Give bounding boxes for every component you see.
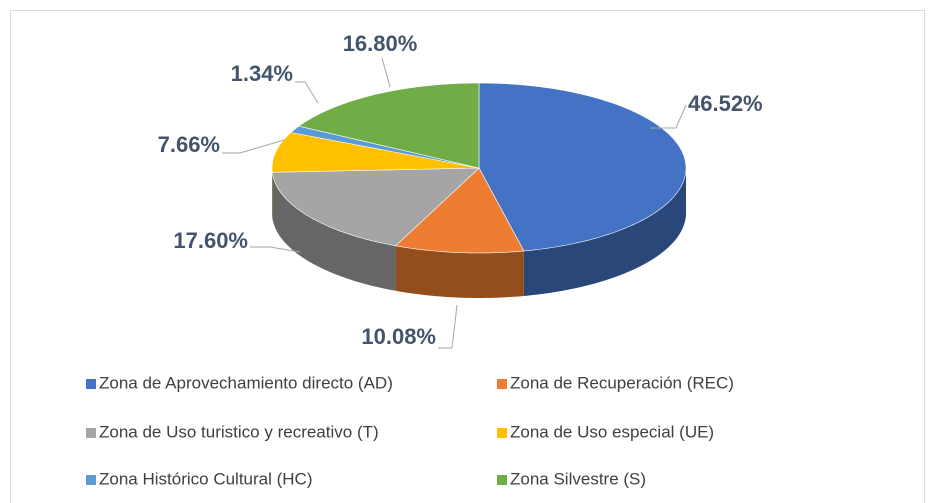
pie-slice-side bbox=[523, 168, 686, 296]
legend-swatch bbox=[497, 475, 507, 485]
legend-swatch bbox=[497, 428, 507, 438]
legend-label: Zona Histórico Cultural (HC) bbox=[99, 469, 313, 488]
legend-swatch bbox=[86, 428, 96, 438]
leader-line bbox=[222, 139, 285, 154]
value-label: 7.66% bbox=[158, 132, 220, 157]
leader-line bbox=[381, 57, 391, 88]
legend-label: Zona de Aprovechamiento directo (AD) bbox=[99, 373, 393, 392]
value-label: 1.34% bbox=[231, 61, 293, 86]
pie-tops bbox=[271, 82, 687, 254]
pie-slice bbox=[271, 132, 480, 173]
leader-line bbox=[250, 246, 301, 253]
legend-swatch bbox=[86, 475, 96, 485]
value-label: 16.80% bbox=[343, 31, 418, 56]
legend-swatch bbox=[86, 379, 96, 389]
value-label: 46.52% bbox=[688, 91, 763, 116]
legend-label: Zona de Uso especial (UE) bbox=[510, 422, 714, 441]
value-labels: 46.52% 10.08% 17.60% 7.66% 1.34% 16.80% bbox=[158, 31, 763, 349]
pie-slice bbox=[394, 167, 525, 254]
value-label: 10.08% bbox=[361, 324, 436, 349]
pie-slice-side bbox=[272, 172, 396, 291]
legend-label: Zona Silvestre (S) bbox=[510, 469, 646, 488]
leader-line bbox=[438, 304, 458, 349]
pie-walls bbox=[272, 168, 686, 298]
legend-label: Zona de Recuperación (REC) bbox=[510, 373, 734, 392]
legend: Zona de Aprovechamiento directo (AD) Zona… bbox=[86, 373, 734, 488]
legend-label: Zona de Uso turistico y recreativo (T) bbox=[99, 422, 379, 441]
value-label: 17.60% bbox=[173, 228, 248, 253]
legend-swatch bbox=[497, 379, 507, 389]
pie-slice bbox=[271, 167, 480, 247]
pie-slice bbox=[298, 82, 480, 169]
pie-slice-side bbox=[395, 245, 524, 298]
pie-slice bbox=[478, 82, 687, 252]
leader-line bbox=[650, 104, 687, 129]
leader-line bbox=[295, 81, 319, 104]
